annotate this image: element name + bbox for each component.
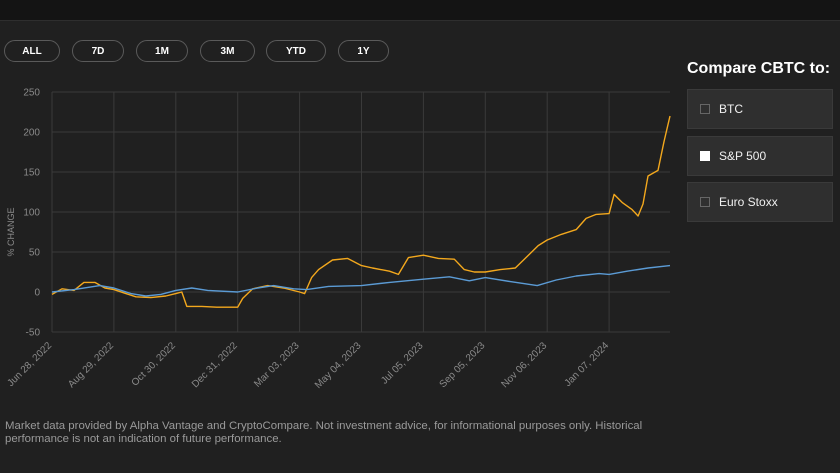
eurostoxx-checkbox[interactable] xyxy=(700,197,710,207)
x-tick-label: Jul 05, 2023 xyxy=(379,340,426,387)
x-tick-label: May 04, 2023 xyxy=(313,340,364,391)
y-tick-label: 100 xyxy=(23,208,40,219)
y-tick-label: 150 xyxy=(23,168,40,179)
x-tick-label: Jan 07, 2024 xyxy=(563,340,612,389)
compare-title: Compare CBTC to: xyxy=(687,60,831,77)
compare-eurostoxx-option[interactable]: Euro Stoxx xyxy=(687,182,833,222)
x-tick-label: Oct 30, 2022 xyxy=(130,340,179,389)
x-tick-label: Sep 05, 2023 xyxy=(438,340,488,390)
compare-sp500-label: S&P 500 xyxy=(719,149,767,163)
x-tick-label: Jun 28, 2022 xyxy=(5,340,54,389)
compare-sp500-option[interactable]: S&P 500 xyxy=(687,136,833,176)
btc-checkbox[interactable] xyxy=(700,104,710,114)
y-tick-label: 0 xyxy=(34,288,40,299)
range-all-button[interactable]: ALL xyxy=(4,40,60,62)
y-tick-label: 200 xyxy=(23,128,40,139)
range-7d-button[interactable]: 7D xyxy=(72,40,124,62)
compare-eurostoxx-label: Euro Stoxx xyxy=(719,195,778,209)
cbtc-series-line xyxy=(51,115,671,308)
x-tick-label: Aug 29, 2022 xyxy=(66,340,116,390)
y-tick-label: 250 xyxy=(23,88,40,99)
range-1m-button[interactable]: 1M xyxy=(136,40,188,62)
range-1y-button[interactable]: 1Y xyxy=(338,40,389,62)
range-ytd-button[interactable]: YTD xyxy=(266,40,326,62)
x-tick-label: Mar 03, 2023 xyxy=(252,340,302,390)
top-bar xyxy=(0,0,840,21)
y-axis-label: % CHANGE xyxy=(6,207,16,256)
sp500-checkbox[interactable] xyxy=(700,151,710,161)
x-tick-label: Nov 06, 2023 xyxy=(499,340,549,390)
x-tick-label: Dec 31, 2022 xyxy=(190,340,240,390)
y-tick-label: -50 xyxy=(26,328,41,339)
compare-btc-option[interactable]: BTC xyxy=(687,89,833,129)
disclaimer-text: Market data provided by Alpha Vantage an… xyxy=(5,420,643,445)
sp500-series-line xyxy=(51,264,671,297)
compare-btc-label: BTC xyxy=(719,102,743,116)
range-3m-button[interactable]: 3M xyxy=(200,40,255,62)
y-tick-label: 50 xyxy=(29,248,41,259)
